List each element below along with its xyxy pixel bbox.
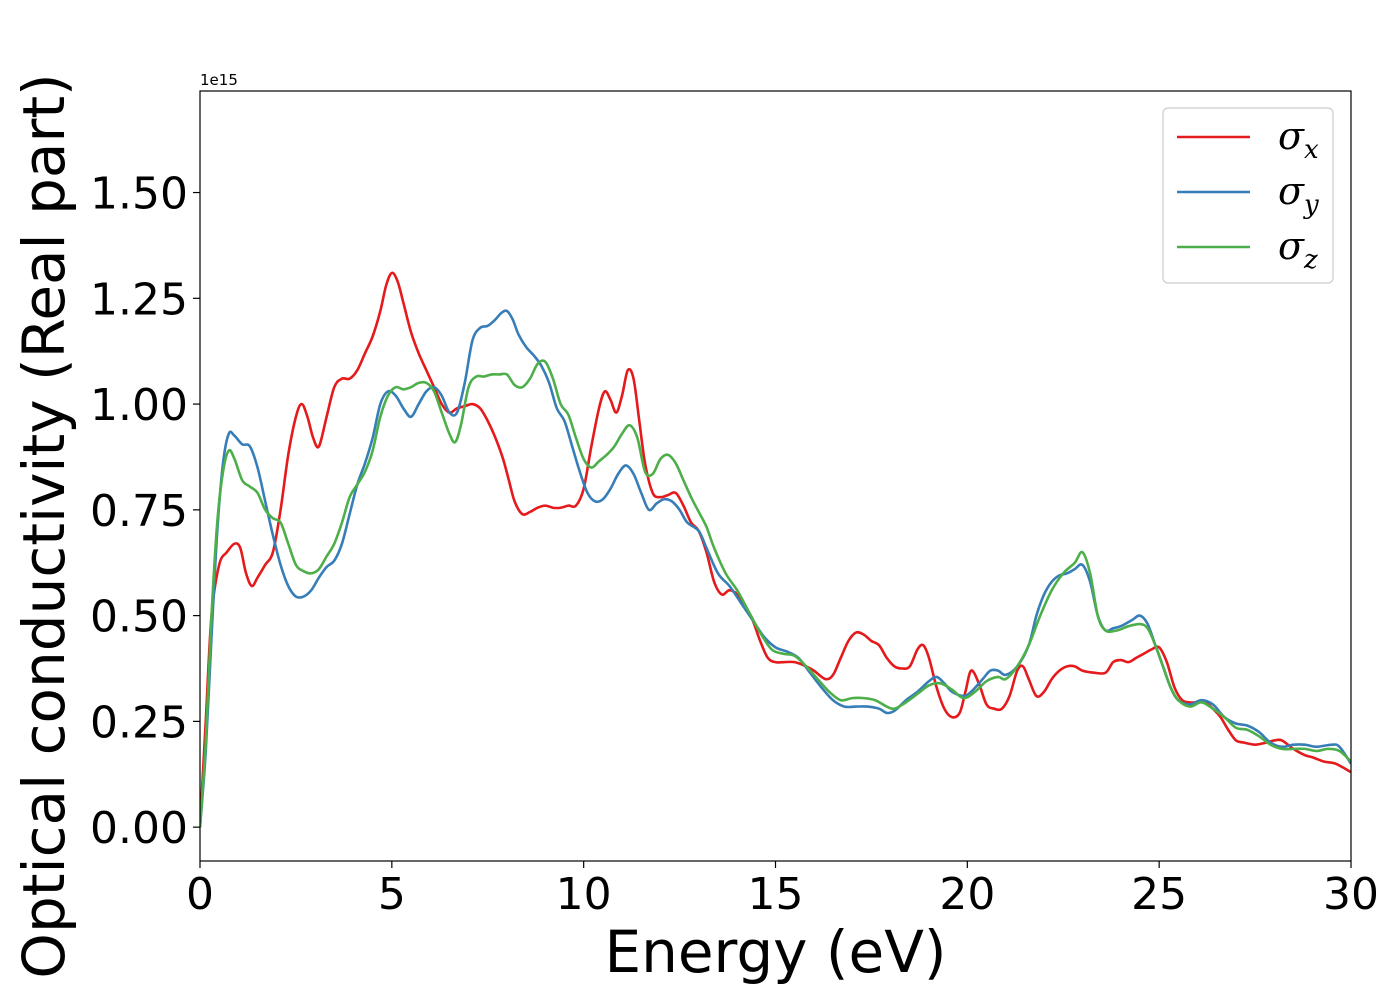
legend-symbol: σ xyxy=(1278,224,1305,268)
legend-label-y: σy xyxy=(1278,169,1319,220)
legend-symbol: σ xyxy=(1278,114,1305,158)
x-tick-label: 5 xyxy=(378,869,406,920)
series-layer xyxy=(200,271,1351,828)
y-axis-label: Optical conductivity (Real part) xyxy=(10,73,78,978)
y-tick-label: 0.50 xyxy=(90,592,188,643)
y-tick-label: 1.50 xyxy=(90,169,188,220)
y-tick-label: 0.00 xyxy=(90,803,188,854)
x-tick-label: 30 xyxy=(1323,869,1379,920)
y-tick-label: 1.25 xyxy=(90,274,188,325)
x-tick-label: 25 xyxy=(1131,869,1187,920)
legend-subscript: z xyxy=(1303,245,1318,275)
x-tick-label: 15 xyxy=(748,869,804,920)
legend-symbol: σ xyxy=(1278,169,1305,213)
x-tick-label: 20 xyxy=(939,869,995,920)
y-tick-label: 0.25 xyxy=(90,697,188,748)
series-line-z xyxy=(200,359,1351,828)
legend-box xyxy=(1162,107,1334,284)
y-offset-label: 1e15 xyxy=(200,71,238,89)
x-tick-label: 0 xyxy=(186,869,214,920)
legend-label-z: σz xyxy=(1278,224,1318,275)
x-tick-label: 10 xyxy=(556,869,612,920)
series-line-x xyxy=(200,271,1351,828)
y-tick-label: 1.00 xyxy=(90,380,188,431)
legend-label-x: σx xyxy=(1278,114,1319,165)
legend-subscript: x xyxy=(1304,135,1319,165)
legend-subscript: y xyxy=(1303,190,1319,220)
x-axis-label: Energy (eV) xyxy=(604,918,946,986)
ticks-layer: 0 5 10 15 20 25 30 0.00 0.25 0.50 0.75 1.00 1.25 1.50 xyxy=(90,169,1379,920)
y-tick-label: 0.75 xyxy=(90,486,188,537)
series-line-y xyxy=(200,309,1351,828)
